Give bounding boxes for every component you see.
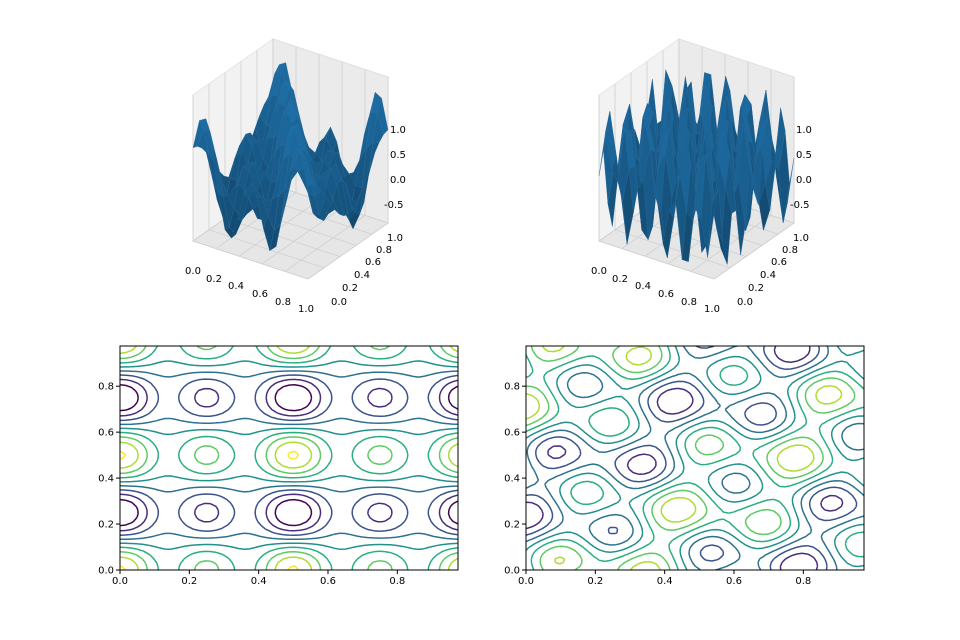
y-tick-label: 0.2 <box>748 283 764 294</box>
x-axis-ticks: 0.0 0.2 0.4 0.6 0.8 1.0 <box>185 266 314 315</box>
y-tick-label: 0.2 <box>98 520 114 531</box>
x-axis-ticks: 0.0 0.2 0.4 0.6 0.8 1.0 <box>591 266 720 315</box>
z-tick-label: -0.5 <box>384 200 404 211</box>
z-tick-label: -0.5 <box>790 200 810 211</box>
grid-line <box>614 229 731 269</box>
x-tick-label: 0.8 <box>275 297 291 308</box>
y-tick-label: 1.0 <box>387 233 403 244</box>
y-tick-label: 0.8 <box>98 382 114 393</box>
y-tick-label: 0.2 <box>342 283 358 294</box>
surface-facet <box>301 153 313 186</box>
surface-mesh <box>192 62 389 252</box>
z-tick-label: 1.0 <box>390 125 406 136</box>
y-tick-label: 0.6 <box>771 257 787 268</box>
x-tick-label: 0.4 <box>635 281 651 292</box>
x-tick-label: 0.8 <box>389 576 405 587</box>
x-tick-label: 0.2 <box>612 274 628 285</box>
y-tick-label: 0.8 <box>782 245 798 256</box>
y-tick-label: 1.0 <box>793 233 809 244</box>
axis-ticks: 0.0 0.2 0.4 0.6 0.8 0.0 0.2 0.4 0.6 0.8 <box>504 382 811 587</box>
y-tick-label: 0.0 <box>504 566 520 577</box>
x-tick-label: 0.4 <box>657 576 673 587</box>
z-tick-label: 0.0 <box>796 175 812 186</box>
y-tick-label: 0.2 <box>504 520 520 531</box>
z-tick-label: 0.0 <box>390 175 406 186</box>
z-tick-label: 0.5 <box>390 150 406 161</box>
contour-level-line <box>120 370 458 541</box>
x-tick-label: 0.6 <box>252 289 268 300</box>
y-axis-ticks: 0.0 0.2 0.4 0.6 0.8 1.0 <box>331 233 403 308</box>
contour-level-line <box>526 346 856 570</box>
surface-mesh <box>598 69 795 265</box>
contour-lines <box>120 346 458 570</box>
grid-line <box>224 218 341 257</box>
y-tick-label: 0.0 <box>737 297 753 308</box>
contour-level-line <box>526 346 864 570</box>
z-tick-label: 1.0 <box>796 125 812 136</box>
surface-plot-1: 0.0 0.2 0.4 0.6 0.8 1.0 0.0 0.2 0.4 0.6 … <box>185 38 406 315</box>
x-tick-label: 0.0 <box>112 576 128 587</box>
contour-plot-2: 0.0 0.2 0.4 0.6 0.8 0.0 0.2 0.4 0.6 0.8 <box>504 345 865 587</box>
grid-line <box>690 215 772 272</box>
y-tick-label: 0.4 <box>760 270 776 281</box>
surface-facet <box>707 188 719 258</box>
z-tick-label: 0.5 <box>796 150 812 161</box>
contour-plot-1: 0.0 0.2 0.4 0.6 0.8 0.0 0.2 0.4 0.6 0.8 <box>98 345 459 587</box>
y-tick-label: 0.0 <box>331 297 347 308</box>
contour-level-line <box>526 346 864 570</box>
x-tick-label: 0.4 <box>251 576 267 587</box>
x-tick-label: 0.6 <box>658 289 674 300</box>
contour-level-line <box>526 346 864 570</box>
x-tick-label: 0.0 <box>518 576 534 587</box>
grid-line <box>307 222 389 280</box>
y-tick-label: 0.0 <box>98 566 114 577</box>
axes-frame <box>119 345 459 571</box>
surface-plot-2: 0.0 0.2 0.4 0.6 0.8 1.0 0.0 0.2 0.4 0.6 … <box>591 38 812 315</box>
contour-level-line <box>120 384 458 527</box>
x-tick-label: 0.2 <box>181 576 197 587</box>
x-tick-label: 1.0 <box>704 304 720 315</box>
contour-level-line <box>120 346 458 570</box>
y-tick-label: 0.6 <box>98 428 114 439</box>
axes-frame <box>525 345 865 571</box>
y-tick-label: 0.8 <box>504 382 520 393</box>
x-tick-label: 0.0 <box>591 266 607 277</box>
grid-line <box>208 229 325 269</box>
contour-level-line <box>526 346 858 570</box>
contour-level-line <box>120 360 458 551</box>
contour-level-line <box>526 346 843 570</box>
contour-lines <box>526 346 864 570</box>
contour-level-line <box>120 450 299 570</box>
x-tick-label: 0.6 <box>726 576 742 587</box>
x-tick-label: 0.2 <box>206 274 222 285</box>
x-tick-label: 0.2 <box>587 576 603 587</box>
x-tick-label: 0.4 <box>228 281 244 292</box>
contour-level-line <box>120 378 458 532</box>
contour-level-line <box>120 346 458 570</box>
y-tick-label: 0.6 <box>365 257 381 268</box>
y-tick-label: 0.4 <box>354 270 370 281</box>
x-tick-label: 0.8 <box>681 297 697 308</box>
contour-level-line <box>526 346 844 570</box>
contour-level-line <box>120 374 458 536</box>
x-tick-label: 0.0 <box>185 266 201 277</box>
x-tick-label: 0.6 <box>320 576 336 587</box>
grid-line <box>192 240 309 280</box>
x-tick-label: 1.0 <box>298 304 314 315</box>
x-tick-label: 0.8 <box>795 576 811 587</box>
grid-line <box>713 222 795 280</box>
z-axis-ticks: -0.5 0.0 0.5 1.0 <box>790 125 812 211</box>
y-tick-label: 0.8 <box>376 245 392 256</box>
y-tick-label: 0.6 <box>504 428 520 439</box>
grid-line <box>598 240 715 280</box>
y-tick-label: 0.4 <box>98 474 114 485</box>
grid-line <box>261 207 343 265</box>
y-tick-label: 0.4 <box>504 474 520 485</box>
axis-ticks: 0.0 0.2 0.4 0.6 0.8 0.0 0.2 0.4 0.6 0.8 <box>98 382 405 587</box>
z-axis-ticks: -0.5 0.0 0.5 1.0 <box>384 125 406 211</box>
y-axis-ticks: 0.0 0.2 0.4 0.6 0.8 1.0 <box>737 233 809 308</box>
